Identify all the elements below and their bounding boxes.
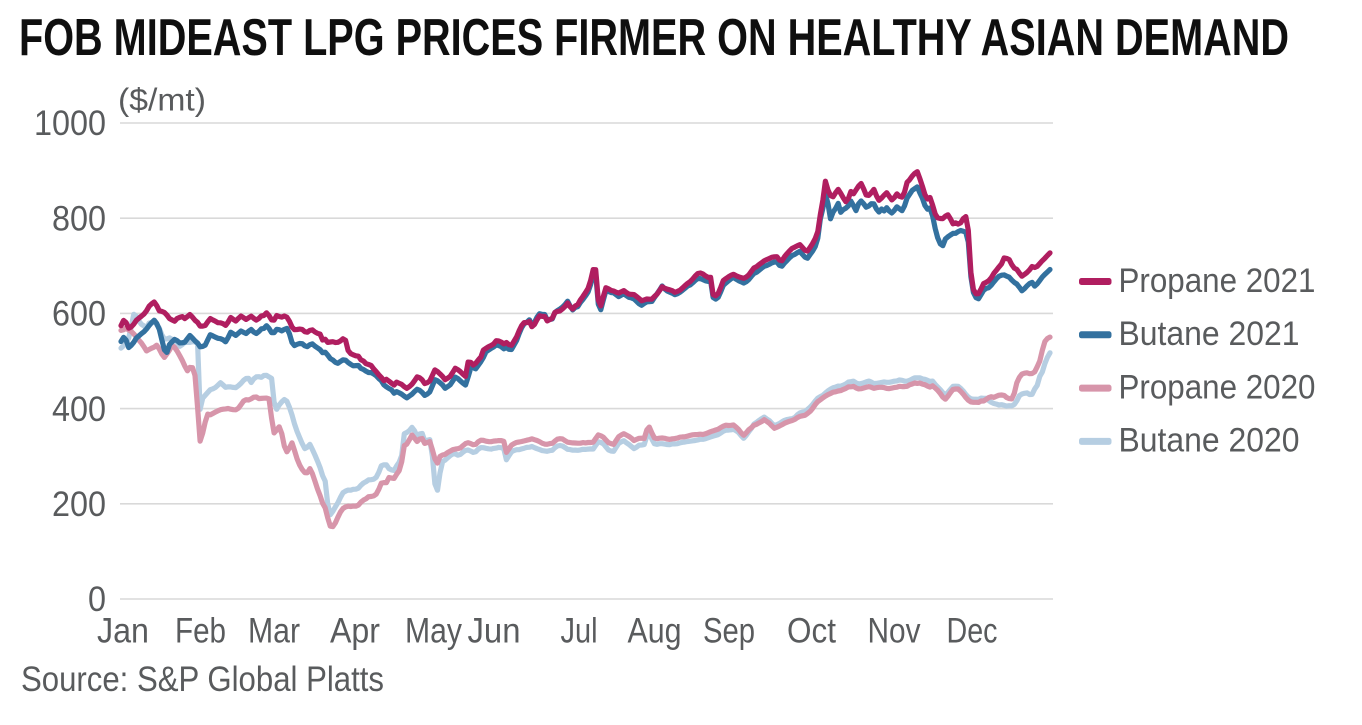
svg-text:Nov: Nov <box>868 612 921 651</box>
svg-text:Feb: Feb <box>175 612 226 651</box>
svg-text:Oct: Oct <box>787 612 836 651</box>
svg-text:May: May <box>405 612 462 651</box>
svg-text:Jul: Jul <box>561 612 598 651</box>
svg-text:600: 600 <box>52 295 106 334</box>
svg-text:Propane 2020: Propane 2020 <box>1119 368 1316 406</box>
svg-text:Source: S&P Global Platts: Source: S&P Global Platts <box>21 660 384 699</box>
svg-text:Jun: Jun <box>468 612 521 651</box>
svg-text:400: 400 <box>52 390 106 429</box>
svg-text:Mar: Mar <box>248 612 300 651</box>
svg-text:Dec: Dec <box>947 612 998 651</box>
svg-text:Propane 2021: Propane 2021 <box>1119 262 1316 300</box>
svg-text:Apr: Apr <box>330 612 380 651</box>
svg-text:Aug: Aug <box>628 612 682 651</box>
svg-text:Butane 2020: Butane 2020 <box>1119 422 1300 460</box>
svg-text:Jan: Jan <box>97 612 149 651</box>
svg-text:Sep: Sep <box>703 612 755 651</box>
svg-text:Butane 2021: Butane 2021 <box>1119 315 1300 353</box>
svg-text:200: 200 <box>52 485 106 524</box>
svg-text:800: 800 <box>52 199 106 238</box>
svg-text:FOB MIDEAST LPG PRICES FIRMER: FOB MIDEAST LPG PRICES FIRMER ON HEALTHY… <box>19 9 1289 67</box>
svg-text:0: 0 <box>88 580 106 619</box>
svg-text:($/mt): ($/mt) <box>118 82 206 118</box>
svg-text:1000: 1000 <box>34 104 106 143</box>
